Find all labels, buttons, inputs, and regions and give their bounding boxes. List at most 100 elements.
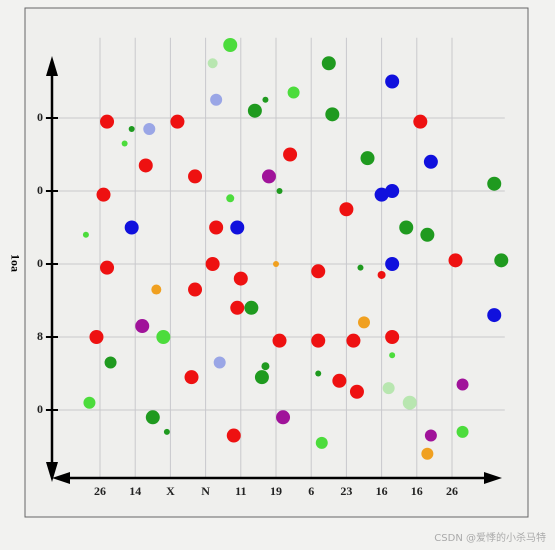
point [377, 270, 386, 279]
point [358, 316, 370, 329]
point [128, 125, 135, 132]
point [389, 352, 396, 359]
point [156, 330, 171, 344]
point [448, 253, 463, 268]
point [487, 176, 502, 191]
point [170, 114, 185, 129]
x-arrow [52, 472, 70, 484]
point [456, 425, 469, 438]
x-tick-label: 26 [94, 484, 106, 498]
point [456, 378, 469, 391]
point [283, 147, 298, 162]
point [82, 231, 89, 238]
point [287, 86, 300, 99]
point [385, 257, 400, 271]
point [213, 356, 226, 369]
x-tick-label: 23 [340, 484, 352, 498]
point [233, 271, 248, 286]
point [276, 188, 283, 194]
point [151, 284, 162, 295]
x-tick-label: 11 [235, 484, 246, 498]
point [374, 187, 389, 202]
point [100, 260, 115, 275]
point [96, 187, 111, 202]
x-tick-label: X [166, 484, 175, 498]
point [385, 184, 400, 198]
point [424, 429, 437, 442]
point [413, 114, 428, 129]
y-tick-label: 8 [37, 329, 43, 343]
point [100, 114, 115, 129]
point [487, 308, 502, 323]
point [346, 333, 361, 348]
point [247, 103, 262, 118]
point [385, 74, 400, 89]
y-axis-label: 1oa [8, 254, 22, 272]
point [325, 107, 340, 122]
point [184, 370, 199, 385]
x-arrow [484, 472, 502, 484]
point [339, 202, 354, 217]
watermark: CSDN @爱悸的小杀马特 [434, 531, 546, 544]
point [349, 384, 364, 399]
point [83, 396, 96, 409]
point [261, 362, 270, 371]
point [223, 38, 238, 52]
point [143, 122, 156, 135]
point [382, 382, 395, 395]
point [273, 261, 279, 267]
point [321, 56, 336, 71]
x-tick-label: N [201, 484, 210, 498]
point [385, 330, 400, 344]
point [261, 169, 276, 184]
point [276, 410, 291, 425]
x-tick-label: 16 [376, 484, 388, 498]
point [357, 264, 364, 271]
axes [46, 56, 502, 484]
y-tick-label: 0 [37, 256, 43, 270]
point [210, 93, 223, 106]
point [332, 373, 347, 388]
point [89, 330, 104, 344]
point [230, 300, 245, 315]
point [163, 428, 170, 435]
point [244, 300, 259, 315]
points [82, 38, 509, 460]
point [423, 154, 438, 169]
point [226, 428, 241, 443]
x-tick-label: 19 [270, 484, 282, 498]
y-tick-label: 0 [37, 183, 43, 197]
x-tick-label: 16 [411, 484, 423, 498]
point [421, 447, 434, 460]
point [315, 436, 328, 449]
point [360, 151, 375, 166]
x-tick-label: 6 [308, 484, 314, 498]
x-tick-label: 26 [446, 484, 458, 498]
point [135, 319, 150, 334]
point [311, 264, 326, 279]
y-tick-label: 0 [37, 402, 43, 416]
point [399, 220, 414, 235]
point [121, 140, 128, 147]
point [104, 356, 117, 369]
y-arrow [46, 56, 58, 76]
point [188, 282, 203, 297]
point [230, 220, 245, 235]
y-arrow [46, 462, 58, 482]
point [138, 158, 153, 173]
point [207, 58, 218, 69]
point [494, 253, 509, 268]
point [315, 370, 322, 377]
point [145, 410, 160, 425]
x-tick-label: 14 [129, 484, 141, 498]
point [188, 169, 203, 184]
point [262, 96, 269, 103]
point [254, 370, 269, 385]
point [205, 257, 220, 271]
point [226, 194, 235, 203]
point [124, 220, 139, 235]
point [420, 227, 435, 242]
point [311, 333, 326, 348]
point [402, 395, 417, 410]
